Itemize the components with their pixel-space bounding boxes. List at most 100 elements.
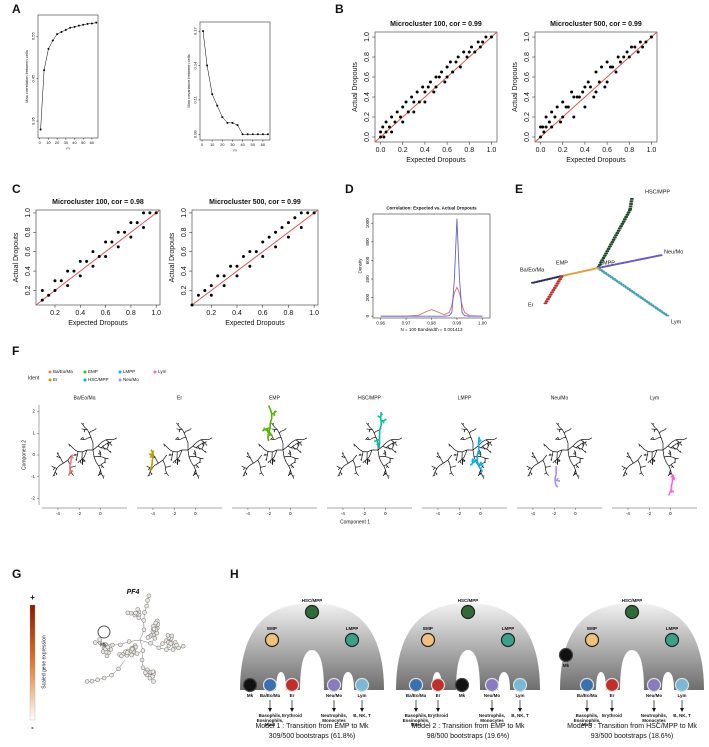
tree-edge bbox=[477, 474, 480, 477]
tree-edge bbox=[185, 437, 189, 444]
arch-gap bbox=[620, 650, 644, 691]
tree-edge bbox=[149, 471, 152, 474]
y-tick-label: 400 bbox=[365, 275, 370, 283]
y-tick-label: -1 bbox=[31, 474, 35, 479]
point bbox=[64, 28, 67, 31]
point bbox=[154, 211, 158, 215]
tree-edge bbox=[102, 445, 104, 448]
point bbox=[559, 120, 563, 124]
line bbox=[380, 218, 483, 317]
highlight-edge bbox=[555, 479, 558, 481]
tree-edge bbox=[550, 454, 553, 456]
tree-edge bbox=[289, 472, 291, 474]
tree-edge bbox=[247, 453, 250, 456]
tree-edge bbox=[337, 474, 340, 477]
tree-edge bbox=[287, 441, 293, 447]
tree-edge bbox=[655, 449, 658, 454]
tree-edge bbox=[53, 471, 56, 475]
tree-edge bbox=[177, 449, 183, 453]
tree-edge bbox=[357, 474, 359, 476]
point bbox=[90, 22, 93, 25]
tree-edge bbox=[391, 447, 393, 450]
tree-edge bbox=[181, 429, 185, 434]
point bbox=[572, 115, 576, 119]
y-axis-label: Actual Dropouts bbox=[13, 232, 20, 282]
tree-edge bbox=[250, 457, 252, 461]
point bbox=[412, 110, 416, 114]
x-tick-label: 40 bbox=[72, 140, 77, 145]
point bbox=[77, 24, 80, 27]
tree-edge bbox=[54, 467, 58, 469]
arrow-head bbox=[360, 708, 364, 712]
progenitor-node bbox=[624, 604, 640, 620]
tree-edge bbox=[572, 441, 578, 447]
point bbox=[644, 40, 648, 44]
point bbox=[456, 55, 460, 59]
tree-edge bbox=[272, 424, 275, 428]
tree-edge bbox=[383, 466, 386, 471]
cell bbox=[148, 641, 153, 646]
tree-edge bbox=[265, 454, 268, 456]
point bbox=[229, 264, 233, 268]
tree-edge bbox=[299, 441, 301, 444]
outcome-label: Erythroid bbox=[281, 713, 302, 718]
tree-edge bbox=[638, 443, 641, 446]
tree-edge bbox=[357, 447, 360, 450]
point bbox=[390, 115, 394, 119]
tree-edge bbox=[204, 450, 207, 453]
cell bbox=[164, 647, 169, 652]
cell bbox=[151, 626, 157, 632]
tree-edge bbox=[289, 453, 292, 455]
point bbox=[572, 95, 576, 99]
x-axis-label: Expected Dropouts bbox=[566, 157, 626, 164]
tree-edge bbox=[158, 459, 163, 464]
tree-edge bbox=[199, 448, 201, 451]
branch-label: Er bbox=[528, 302, 534, 308]
tree-edge bbox=[170, 458, 172, 461]
point bbox=[148, 211, 152, 215]
leaf-node bbox=[674, 677, 690, 693]
y-axis-label: Component 2 bbox=[21, 440, 27, 470]
y-axis-label: Actual Dropouts bbox=[352, 62, 359, 112]
x-tick-label: 0.99 bbox=[453, 321, 462, 326]
tree-edge bbox=[188, 456, 192, 463]
tree-edge bbox=[542, 454, 548, 461]
point bbox=[443, 80, 447, 84]
leaf-node bbox=[408, 677, 424, 693]
colorbar-label: Scaled gene expression bbox=[41, 635, 47, 689]
tree-edge bbox=[293, 448, 296, 450]
highlight-edge bbox=[479, 462, 482, 465]
x-tick-label: 0.4 bbox=[75, 310, 85, 317]
tree-edge bbox=[201, 448, 204, 451]
tree-edge bbox=[84, 427, 88, 430]
arch-gap bbox=[300, 650, 324, 691]
tree-edge bbox=[627, 453, 630, 456]
point bbox=[412, 100, 416, 104]
cell bbox=[95, 677, 100, 682]
cell bbox=[97, 637, 102, 642]
tree-edge bbox=[532, 452, 534, 455]
point bbox=[69, 26, 72, 29]
legend-swatch bbox=[153, 370, 157, 374]
cell bbox=[133, 610, 138, 616]
tree-edge bbox=[177, 456, 180, 460]
legend-label: HSC/MPP bbox=[88, 377, 109, 382]
y-tick-label: 1.0 bbox=[181, 208, 188, 218]
y-tick-label: 0.6 bbox=[524, 72, 531, 82]
trajectory-branch bbox=[598, 209, 632, 269]
tree-edge bbox=[387, 462, 390, 464]
trajectory-branch bbox=[628, 197, 632, 211]
tree-edge bbox=[455, 458, 457, 461]
legend-label: LMPP bbox=[123, 369, 135, 374]
x-tick-label: 0.98 bbox=[427, 321, 436, 326]
tree-edge bbox=[74, 449, 79, 452]
point bbox=[399, 115, 403, 119]
tree-edge bbox=[578, 447, 580, 449]
tree-edge bbox=[545, 445, 548, 448]
tree-edge bbox=[474, 428, 477, 430]
tree-edge bbox=[302, 438, 305, 441]
reference-line bbox=[191, 209, 319, 306]
x-tick-label: 0.6 bbox=[258, 310, 268, 317]
leaf-node bbox=[430, 677, 446, 693]
tree-edge bbox=[197, 445, 199, 448]
